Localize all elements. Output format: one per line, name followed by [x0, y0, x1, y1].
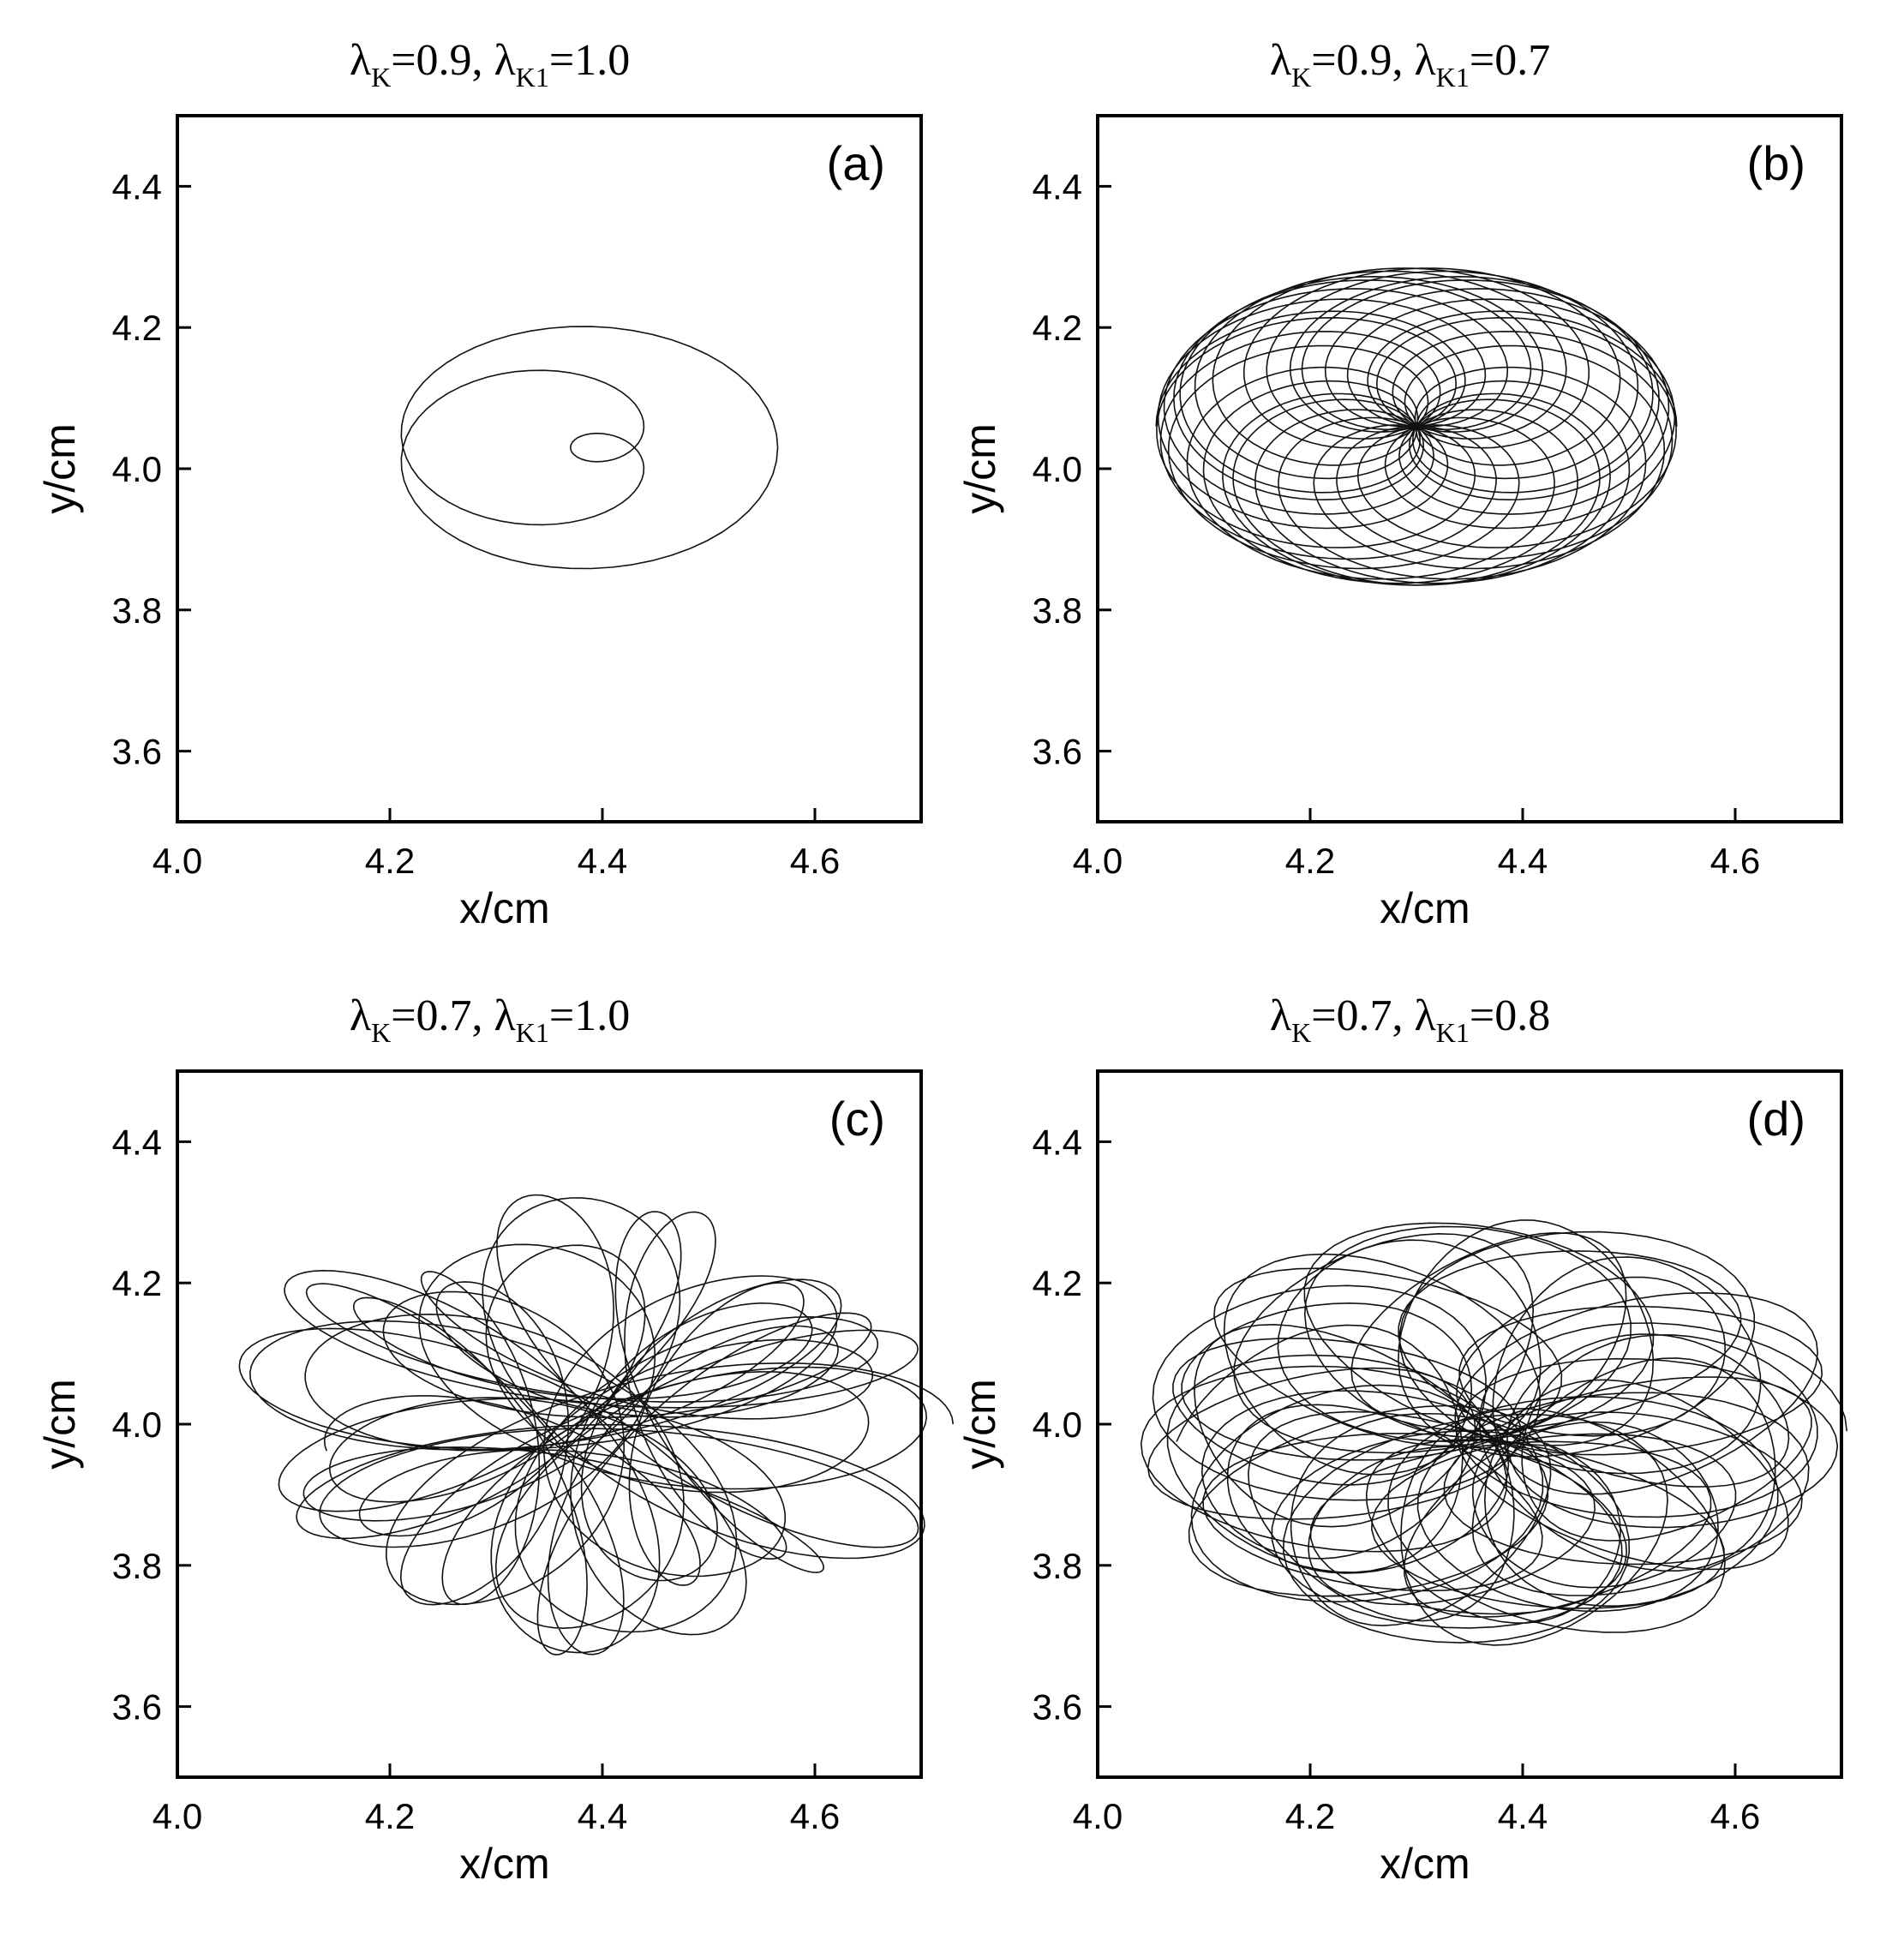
x-tick-label: 4.6: [1710, 1796, 1760, 1836]
y-tick-label: 4.2: [1033, 1263, 1082, 1303]
x-axis-label: x/cm: [1380, 884, 1470, 932]
y-tick-label: 4.4: [112, 1122, 162, 1162]
y-axis-label: y/cm: [36, 423, 84, 514]
chart-panel-4: λK=0.7, λK1=0.8 4.0 4.2 4.4 4.6 3.6 3.8 4.0 4.2 4…: [956, 991, 1847, 1888]
panel-letter: (c): [829, 1092, 885, 1146]
y-tick-label: 4.4: [112, 166, 162, 207]
x-tick-label: 4.0: [1073, 1796, 1123, 1836]
chart-panel-2: λK=0.9, λK1=0.7 4.0 4.2 4.4 4.6 3.6 3.8 4.0 4.2 4…: [956, 36, 1843, 932]
y-tick-label: 3.6: [1033, 732, 1082, 772]
plot-frame: [1096, 1069, 1843, 1779]
trajectory-line: [238, 1194, 954, 1656]
x-tick-label: 4.2: [1285, 1796, 1335, 1836]
panel-title: λK=0.9, λK1=1.0: [350, 36, 630, 93]
panel-letter: (d): [1747, 1092, 1805, 1146]
plot-frame: [1096, 114, 1843, 823]
trajectory-line: [1140, 1219, 1847, 1646]
x-axis-label: x/cm: [459, 1840, 550, 1888]
y-axis-label: y/cm: [956, 1379, 1004, 1470]
plot-frame: [176, 1069, 923, 1779]
y-tick-label: 3.6: [112, 732, 162, 772]
y-tick-label: 4.2: [112, 308, 162, 348]
x-tick-label: 4.2: [1285, 841, 1335, 881]
x-tick-label: 4.0: [1073, 841, 1123, 881]
y-tick-label: 3.8: [112, 590, 162, 631]
y-tick-label: 4.4: [1033, 1122, 1082, 1162]
y-tick-label: 4.2: [112, 1263, 162, 1303]
x-tick-label: 4.4: [578, 841, 627, 881]
y-axis-label: y/cm: [36, 1379, 84, 1470]
panel-letter: (a): [827, 136, 885, 190]
panel-letter: (b): [1747, 136, 1805, 190]
y-tick-label: 4.4: [1033, 166, 1082, 207]
trajectory-line: [1155, 267, 1678, 586]
y-tick-label: 4.0: [1033, 449, 1082, 489]
y-axis-label: y/cm: [956, 423, 1004, 514]
y-tick-label: 4.0: [112, 1404, 162, 1445]
x-tick-label: 4.6: [1710, 841, 1760, 881]
y-tick-label: 4.0: [1033, 1404, 1082, 1445]
x-tick-label: 4.6: [790, 841, 840, 881]
y-tick-label: 3.8: [1033, 1546, 1082, 1586]
y-tick-label: 3.6: [112, 1687, 162, 1727]
panel-title: λK=0.9, λK1=0.7: [1270, 36, 1550, 93]
panel-title: λK=0.7, λK1=0.8: [1270, 991, 1550, 1048]
x-axis-label: x/cm: [459, 884, 550, 932]
x-tick-label: 4.4: [578, 1796, 627, 1836]
x-tick-label: 4.0: [153, 841, 202, 881]
y-tick-label: 4.0: [112, 449, 162, 489]
chart-panel-1: λK=0.9, λK1=1.0 4.0 4.2 4.4 4.6 3.6 3.8 4.0 4.2 4…: [36, 36, 923, 932]
y-tick-label: 3.6: [1033, 1687, 1082, 1727]
plot-frame: [176, 114, 923, 823]
x-tick-label: 4.4: [1498, 1796, 1548, 1836]
x-tick-label: 4.2: [365, 841, 415, 881]
y-tick-label: 3.8: [1033, 590, 1082, 631]
x-tick-label: 4.0: [153, 1796, 202, 1836]
y-tick-label: 4.2: [1033, 308, 1082, 348]
trajectory-line: [400, 326, 779, 570]
x-axis-label: x/cm: [1380, 1840, 1470, 1888]
x-tick-label: 4.4: [1498, 841, 1548, 881]
chart-panel-3: λK=0.7, λK1=1.0 4.0 4.2 4.4 4.6 3.6 3.8 4.0 4.2 4…: [36, 991, 954, 1888]
x-tick-label: 4.2: [365, 1796, 415, 1836]
y-tick-label: 3.8: [112, 1546, 162, 1586]
panel-title: λK=0.7, λK1=1.0: [350, 991, 630, 1048]
x-tick-label: 4.6: [790, 1796, 840, 1836]
